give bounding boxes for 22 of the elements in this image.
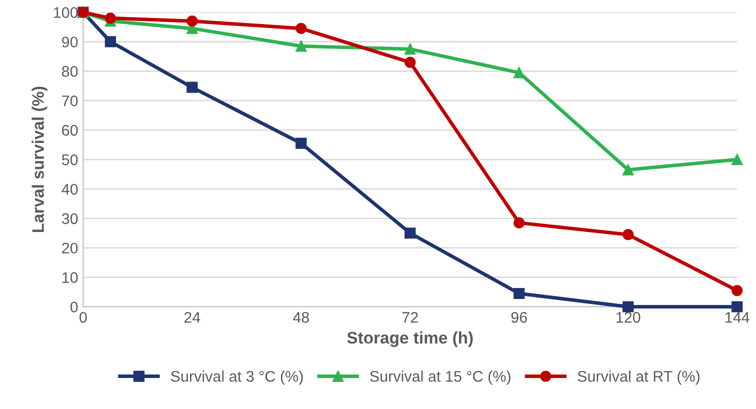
y-tick-label: 0 bbox=[70, 302, 78, 312]
x-tick-label: 0 bbox=[80, 312, 87, 323]
x-tick-label: 96 bbox=[511, 312, 527, 323]
x-tick-label: 120 bbox=[616, 312, 640, 323]
y-tick-label: 90 bbox=[62, 36, 78, 48]
y-tick-label: 40 bbox=[62, 184, 78, 195]
legend-label: Survival at RT (%) bbox=[578, 370, 700, 385]
y-tick-label: 70 bbox=[62, 95, 78, 106]
x-tick-label: 48 bbox=[292, 312, 309, 323]
y-tick-label: 80 bbox=[62, 66, 78, 77]
y-tick-label: 50 bbox=[62, 154, 78, 166]
x-tick-label: 24 bbox=[184, 312, 200, 323]
y-tick-label: 10 bbox=[62, 272, 78, 283]
legend-label: Survival at 15 °C (%) bbox=[370, 370, 510, 385]
y-tick-label: 20 bbox=[62, 242, 78, 254]
y-axis-title: Larval survival (%) bbox=[32, 86, 48, 232]
legend-label: Survival at 3 °C (%) bbox=[170, 370, 303, 385]
x-tick-label: 72 bbox=[402, 312, 418, 323]
y-tick-label: 30 bbox=[62, 213, 78, 224]
y-tick-label: 60 bbox=[62, 124, 78, 136]
x-axis-title: Storage time (h) bbox=[347, 331, 473, 348]
x-tick-label: 144 bbox=[726, 312, 750, 323]
